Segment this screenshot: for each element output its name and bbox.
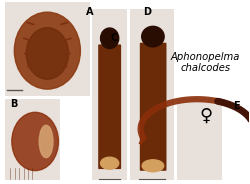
Text: C: C (111, 33, 118, 43)
Ellipse shape (39, 125, 53, 158)
Ellipse shape (100, 28, 119, 49)
FancyBboxPatch shape (98, 44, 121, 169)
Bar (130, 9, 174, 180)
FancyBboxPatch shape (140, 43, 166, 171)
FancyArrowPatch shape (24, 53, 31, 55)
FancyArrowPatch shape (64, 38, 71, 40)
Ellipse shape (100, 157, 119, 169)
Ellipse shape (26, 28, 68, 79)
FancyArrowPatch shape (60, 66, 67, 69)
Bar (5, 99, 60, 180)
Ellipse shape (142, 26, 164, 47)
Text: Aphonopelma
chalcodes: Aphonopelma chalcodes (171, 52, 240, 73)
Text: ♀: ♀ (199, 107, 212, 125)
FancyArrowPatch shape (27, 22, 34, 24)
Text: E: E (233, 101, 240, 111)
Text: D: D (143, 7, 151, 17)
Bar (177, 98, 222, 180)
Bar (92, 9, 127, 180)
FancyArrowPatch shape (61, 22, 68, 24)
Text: A: A (86, 7, 94, 17)
Bar (5, 2, 90, 96)
FancyArrowPatch shape (64, 53, 70, 55)
Text: B: B (10, 99, 17, 109)
FancyArrowPatch shape (24, 38, 30, 40)
Ellipse shape (142, 160, 164, 172)
Ellipse shape (12, 112, 58, 171)
FancyArrowPatch shape (28, 66, 34, 69)
Ellipse shape (14, 12, 80, 89)
